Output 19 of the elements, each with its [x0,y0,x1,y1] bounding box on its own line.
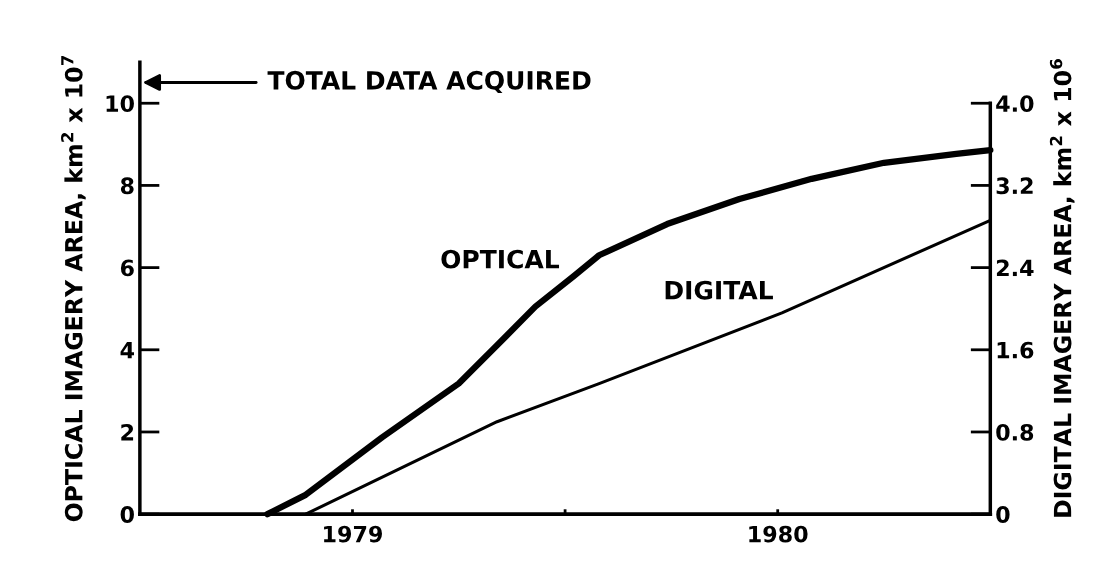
series-label: OPTICAL [441,249,560,269]
y-tick-label: 0 [120,506,134,523]
y2-tick-label: 3.2 [996,177,1033,195]
y-tick-label: 10 [106,95,134,112]
annotation: TOTAL DATA ACQUIRED [267,70,591,94]
x-tick-label: 1979 [324,525,382,543]
y2-axis-title: DIGITAL IMAGERY AREA, km$^{2}$ x 10$^{6}$ [1049,59,1075,517]
y2-tick-label: 4.0 [996,95,1034,112]
y-tick-label: 2 [121,423,134,441]
y2-tick-label: 2.4 [996,259,1034,277]
y-tick-label: 8 [120,177,134,195]
x-tick-label: 1980 [749,525,808,543]
y-axis-title: OPTICAL IMAGERY AREA, km$^{2}$ x 10$^{7}$ [61,56,86,522]
y2-tick-label: 0.8 [996,423,1034,441]
y-tick-label: 4 [120,342,134,359]
y-tick-label: 6 [120,259,134,277]
y2-tick-label: 0 [996,506,1010,523]
series-label: DIGITAL [665,280,773,300]
y2-tick-label: 1.6 [997,341,1034,359]
